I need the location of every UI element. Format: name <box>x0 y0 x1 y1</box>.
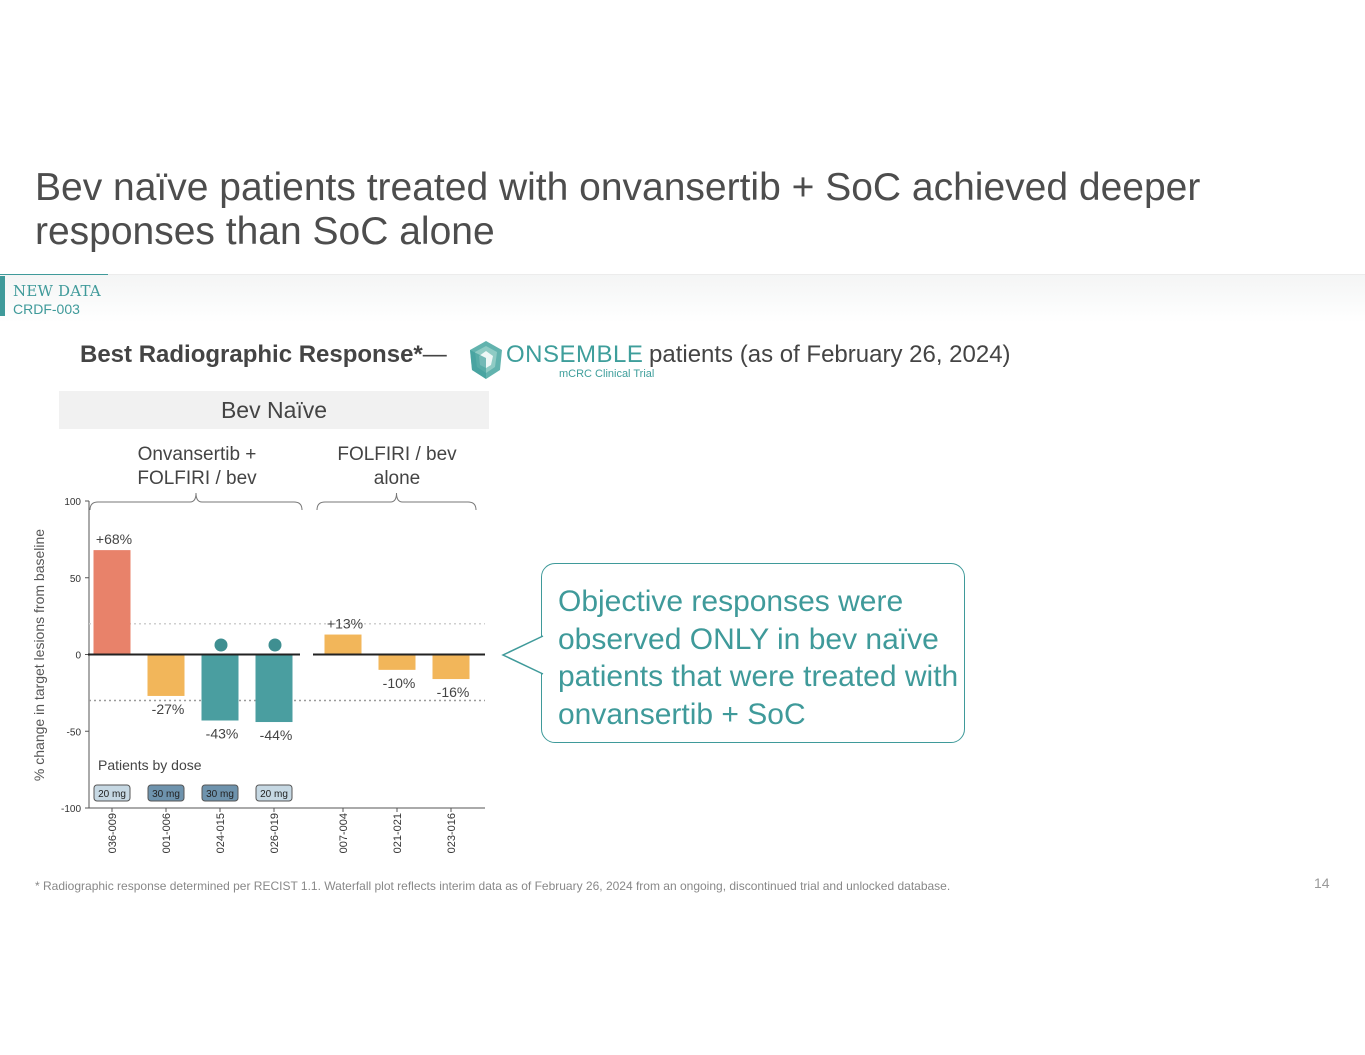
dose-badge <box>93 784 131 802</box>
x-tick-label: 023-016 <box>446 813 458 853</box>
y-tick-label: -50 <box>67 727 82 738</box>
arm-label-soc-alone: FOLFIRI / bev alone <box>317 443 477 491</box>
chart-subtitle: Best Radiographic Response*— <box>80 341 447 369</box>
x-tick-label: 026-019 <box>269 813 281 853</box>
logo-wordmark: ONSEMBLE <box>506 341 644 368</box>
y-axis-label: % change in target lesions from baseline <box>31 528 47 782</box>
study-code: CRDF-003 <box>13 301 80 317</box>
onsemble-logo-icon <box>470 341 502 379</box>
y-tick-label: 100 <box>64 497 81 508</box>
tag-accent-bar <box>0 276 5 316</box>
data-label: +68% <box>96 531 132 547</box>
data-label: -16% <box>437 684 470 700</box>
dose-badge-label: 20 mg <box>260 789 288 800</box>
y-tick-label: 0 <box>75 651 81 662</box>
arm2-line2: alone <box>373 468 421 489</box>
x-tick-label: 024-015 <box>215 813 227 853</box>
bar-024-015 <box>201 654 239 721</box>
slide-title: Bev naïve patients treated with onvanser… <box>35 166 1201 253</box>
x-tick-label: 001-006 <box>161 813 173 853</box>
header-band <box>0 274 1365 323</box>
new-data-tag: NEW DATA <box>13 282 101 300</box>
bev-naive-header: Bev Naïve <box>59 391 489 429</box>
bar-021-021 <box>378 654 416 670</box>
bar-026-019 <box>255 654 293 723</box>
onsemble-logo: ONSEMBLE mCRC Clinical Trial <box>468 338 654 384</box>
dose-badge-label: 20 mg <box>98 789 126 800</box>
y-tick-label: -100 <box>61 804 81 815</box>
data-label: +13% <box>327 616 363 632</box>
page-number: 14 <box>1314 875 1330 891</box>
logo-subtext: mCRC Clinical Trial <box>559 368 655 380</box>
dose-badge <box>147 784 185 802</box>
arm-label-onvansertib: Onvansertib + FOLFIRI / bev <box>107 443 287 491</box>
callout-box <box>541 563 965 743</box>
x-tick-label: 007-004 <box>338 813 350 853</box>
arm1-line1: Onvansertib + <box>137 444 257 465</box>
bar-007-004 <box>324 634 362 655</box>
subtitle-dash: — <box>422 341 447 368</box>
data-label: -43% <box>206 726 239 742</box>
dose-badge-label: 30 mg <box>152 789 180 800</box>
bar-036-009 <box>93 550 131 655</box>
callout-pointer <box>501 635 544 675</box>
arm1-line2: FOLFIRI / bev <box>137 468 257 489</box>
data-label: -27% <box>152 701 185 717</box>
data-label: -44% <box>260 727 293 743</box>
bar-023-016 <box>432 654 470 680</box>
response-marker <box>268 638 282 652</box>
response-marker <box>214 638 228 652</box>
arm2-line1: FOLFIRI / bev <box>337 444 457 465</box>
footnote: * Radiographic response determined per R… <box>35 879 951 893</box>
y-tick-label: 50 <box>70 574 82 585</box>
bar-001-006 <box>147 654 185 696</box>
subtitle-bold: Best Radiographic Response* <box>80 341 423 368</box>
dose-badge <box>201 784 239 802</box>
x-tick-label: 036-009 <box>107 813 119 853</box>
data-label: -10% <box>383 675 416 691</box>
dose-legend-title: Patients by dose <box>98 757 202 773</box>
brace-arm2 <box>316 492 477 511</box>
dose-badge <box>255 784 293 802</box>
callout-text: Objective responses were observed ONLY i… <box>558 585 959 731</box>
subtitle-date: patients (as of February 26, 2024) <box>649 341 1011 368</box>
brace-arm1 <box>89 492 303 511</box>
x-tick-label: 021-021 <box>392 813 404 853</box>
tag-divider <box>0 274 108 275</box>
dose-badge-label: 30 mg <box>206 789 234 800</box>
